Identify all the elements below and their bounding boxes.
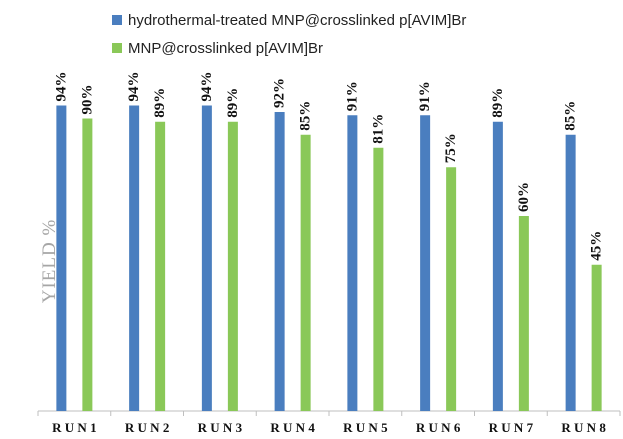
data-label-series-2-8: 45% xyxy=(589,231,605,261)
data-label-series-1-3: 94% xyxy=(199,72,215,102)
legend-swatch-series-2 xyxy=(112,43,122,53)
bar-series-1-2 xyxy=(129,105,140,411)
bar-series-2-8 xyxy=(591,264,602,411)
x-tick-label-1: R U N 1 xyxy=(52,420,96,435)
data-label-series-2-5: 81% xyxy=(370,114,386,144)
bar-series-1-1 xyxy=(56,105,67,411)
bar-series-1-8 xyxy=(565,134,576,411)
legend: hydrothermal-treated MNP@crosslinked p[A… xyxy=(112,6,466,62)
legend-item-series-2: MNP@crosslinked p[AVIM]Br xyxy=(112,34,466,62)
data-label-series-1-2: 94% xyxy=(126,72,142,102)
bar-series-1-3 xyxy=(201,105,212,411)
x-tick-label-8: R U N 8 xyxy=(561,420,606,435)
bar-series-2-2 xyxy=(155,121,166,411)
data-label-series-2-1: 90% xyxy=(79,85,95,115)
data-label-series-1-6: 91% xyxy=(417,81,433,111)
bar-series-1-7 xyxy=(492,121,503,411)
x-tick-label-3: R U N 3 xyxy=(198,420,243,435)
x-tick-label-7: R U N 7 xyxy=(489,420,534,435)
bar-series-2-4 xyxy=(300,134,311,411)
bar-series-1-4 xyxy=(274,112,285,411)
data-label-series-1-4: 92% xyxy=(272,78,288,108)
legend-label-series-2: MNP@crosslinked p[AVIM]Br xyxy=(128,39,323,57)
bar-series-1-6 xyxy=(420,115,431,411)
bar-series-2-5 xyxy=(373,147,384,411)
x-tick-label-2: R U N 2 xyxy=(125,420,169,435)
data-label-series-2-6: 75% xyxy=(443,133,459,163)
legend-swatch-series-1 xyxy=(112,15,122,25)
data-label-series-2-4: 85% xyxy=(298,101,314,131)
bar-series-2-7 xyxy=(518,216,529,411)
data-label-series-2-2: 89% xyxy=(152,88,168,118)
data-label-series-1-1: 94% xyxy=(53,72,69,102)
x-tick-label-6: R U N 6 xyxy=(416,420,461,435)
x-tick-label-4: R U N 4 xyxy=(270,420,315,435)
data-label-series-1-8: 85% xyxy=(563,101,579,131)
legend-item-series-1: hydrothermal-treated MNP@crosslinked p[A… xyxy=(112,6,466,34)
legend-label-series-1: hydrothermal-treated MNP@crosslinked p[A… xyxy=(128,11,467,29)
x-tick-label-5: R U N 5 xyxy=(343,420,388,435)
data-label-series-1-7: 89% xyxy=(490,88,506,118)
bar-series-2-3 xyxy=(227,121,238,411)
data-label-series-2-3: 89% xyxy=(225,88,241,118)
data-label-series-2-7: 60% xyxy=(516,182,532,212)
data-label-series-1-5: 91% xyxy=(344,81,360,111)
bar-series-2-1 xyxy=(82,118,93,411)
bar-series-2-6 xyxy=(446,167,457,411)
bar-series-1-5 xyxy=(347,115,358,411)
